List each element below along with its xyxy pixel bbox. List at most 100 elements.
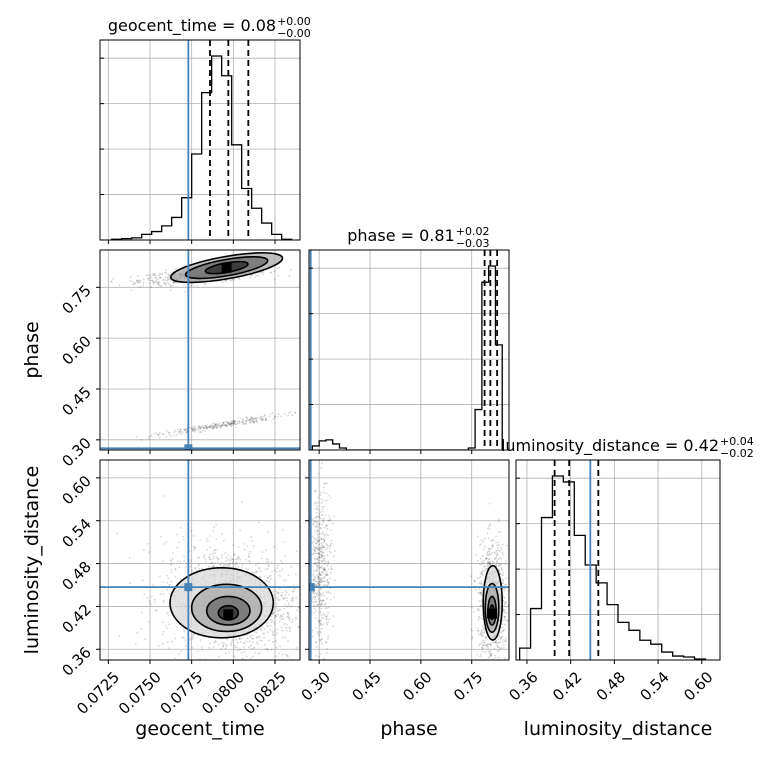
sample-point [183, 559, 186, 562]
sample-point [231, 641, 233, 644]
sample-point [175, 268, 177, 271]
x-axis-label-luminosity_distance: luminosity_distance [524, 718, 713, 740]
panel-frame [308, 249, 510, 451]
sample-point [213, 425, 215, 428]
sample-point [480, 591, 483, 594]
sample-point [488, 547, 490, 550]
sample-point [207, 426, 210, 428]
sample-point [258, 636, 261, 639]
sample-point [488, 652, 491, 654]
sample-point [110, 280, 112, 283]
sample-point [327, 544, 329, 547]
sample-point [329, 577, 331, 580]
sample-point [224, 420, 227, 423]
sample-point [469, 575, 472, 578]
sample-point [233, 421, 236, 424]
sample-point [199, 426, 202, 429]
sample-point [255, 419, 258, 422]
sample-point [245, 559, 248, 561]
sample-point [200, 426, 203, 428]
sample-point [489, 655, 492, 657]
sample-point [234, 420, 237, 422]
sample-point [323, 546, 325, 549]
sample-point [202, 426, 205, 429]
sample-point [255, 564, 257, 566]
sample-point [152, 283, 155, 286]
sample-point [329, 497, 332, 499]
sample-point [270, 271, 272, 274]
sample-point [320, 619, 322, 622]
sample-point [325, 574, 328, 577]
sample-point [164, 282, 166, 285]
sample-point [238, 422, 240, 425]
sample-point [167, 647, 170, 649]
sample-point [501, 543, 504, 546]
sample-point [315, 570, 317, 572]
sample-point [292, 596, 294, 599]
sample-point [202, 429, 205, 432]
sample-point [159, 273, 162, 276]
sample-point [229, 643, 232, 645]
sample-point [273, 621, 275, 623]
x-tick-label: 0.0725 [73, 668, 123, 718]
sample-point [480, 570, 483, 573]
sample-point [323, 580, 325, 583]
sample-point [325, 618, 328, 620]
sample-point [274, 599, 276, 602]
sample-point [313, 552, 316, 554]
sample-point [319, 638, 321, 641]
sample-point [235, 561, 238, 564]
sample-point [212, 424, 215, 427]
sample-point [321, 560, 323, 563]
sample-point [323, 533, 326, 536]
sample-point [501, 619, 504, 621]
sample-point [316, 568, 319, 571]
sample-point [162, 593, 165, 595]
sample-point [221, 554, 223, 556]
sample-point [258, 635, 261, 638]
sample-point [487, 647, 489, 649]
sample-point [488, 524, 491, 527]
sample-point [490, 539, 492, 542]
sample-point [171, 640, 174, 643]
sample-point [499, 546, 502, 549]
sample-point [132, 283, 135, 286]
y-tick-label: 0.30 [58, 434, 94, 470]
sample-point [325, 652, 328, 654]
sample-point [180, 430, 183, 433]
sample-point [206, 539, 209, 542]
sample-point [491, 544, 494, 546]
sample-point [167, 577, 170, 580]
sample-point [473, 611, 475, 613]
sample-point [481, 631, 484, 634]
sample-point [154, 274, 156, 276]
sample-point [327, 611, 329, 614]
x-tick-label: 0.30 [298, 668, 334, 704]
sample-point [295, 617, 298, 620]
sample-point [319, 623, 322, 626]
panel-title-lower-error: −0.02 [720, 447, 754, 460]
contour-line [217, 604, 240, 621]
sample-point [236, 666, 238, 668]
sample-point [205, 537, 208, 540]
sample-point [292, 600, 294, 602]
sample-point [485, 644, 488, 647]
x-tick-label: 0.75 [450, 668, 486, 704]
sample-point [269, 625, 272, 627]
sample-point [481, 554, 484, 557]
sample-point [259, 576, 262, 579]
sample-point [324, 668, 326, 670]
sample-point [165, 435, 168, 438]
sample-point [318, 562, 320, 564]
sample-point [322, 592, 325, 594]
sample-point [157, 644, 160, 647]
sample-point [256, 570, 258, 573]
sample-point [157, 433, 160, 436]
sample-point [294, 616, 297, 619]
sample-point [316, 533, 319, 536]
sample-point [212, 549, 215, 552]
sample-point [323, 568, 326, 571]
sample-point [503, 603, 506, 606]
sample-point [232, 666, 234, 668]
sample-point [488, 562, 491, 564]
